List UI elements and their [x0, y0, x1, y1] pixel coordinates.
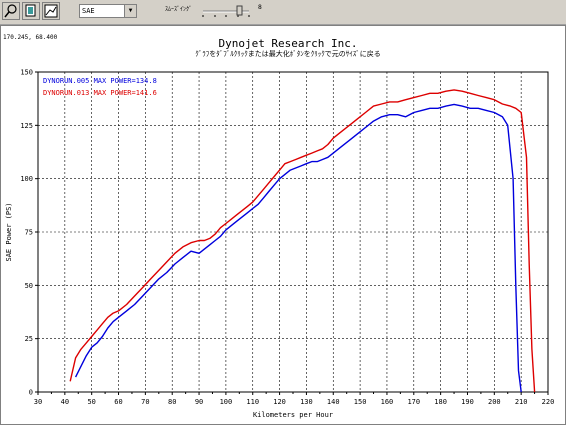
y-tick-label: 150 [20, 69, 33, 77]
chevron-down-icon[interactable]: ▼ [124, 5, 136, 17]
series-line-1 [74, 103, 522, 393]
x-tick-label: 210 [515, 398, 528, 406]
x-tick-label: 130 [300, 398, 313, 406]
smoothing-value: 8 [258, 4, 262, 11]
x-tick-label: 180 [434, 398, 447, 406]
y-tick-label: 50 [25, 282, 33, 290]
x-tick-label: 30 [34, 398, 42, 406]
copy-icon [25, 4, 36, 17]
x-axis-label: Kilometers per Hour [253, 411, 333, 419]
legend-entry-1: DYNORUN.005 MAX POWER=134.8 [43, 77, 157, 85]
toolbar: SAE ▼ ｽﾑｰｽﾞｲﾝｸﾞ 8 [0, 0, 566, 25]
chart-subtitle: ｸﾞﾗﾌをﾀﾞﾌﾞﾙｸﾘｯｸまたは最大化ﾎﾞﾀﾝをｸﾘｯｸで元のｻｲｽﾞに戻る [195, 49, 381, 58]
y-tick-label: 0 [29, 389, 33, 397]
y-tick-label: 75 [25, 229, 33, 237]
correction-select-value: SAE [82, 7, 95, 15]
legend-entry-2: DYNORUN.013 MAX POWER=141.6 [43, 89, 157, 97]
x-tick-label: 220 [542, 398, 555, 406]
y-tick-label: 125 [20, 122, 33, 130]
copy-button[interactable] [22, 2, 40, 20]
y-axis-label: SAE Power (PS) [5, 202, 13, 261]
y-tick-label: 25 [25, 335, 33, 343]
zoom-icon [4, 4, 17, 18]
x-tick-label: 60 [114, 398, 122, 406]
chart-title: Dynojet Research Inc. [218, 37, 357, 50]
zoom-button[interactable] [2, 2, 20, 20]
x-tick-label: 170 [407, 398, 420, 406]
x-tick-label: 70 [141, 398, 149, 406]
x-tick-label: 80 [168, 398, 176, 406]
x-tick-label: 200 [488, 398, 501, 406]
x-tick-label: 50 [87, 398, 95, 406]
correction-select[interactable]: SAE ▼ [79, 4, 137, 18]
x-tick-label: 100 [220, 398, 233, 406]
x-tick-label: 90 [195, 398, 203, 406]
graph-icon [44, 4, 58, 18]
x-tick-label: 140 [327, 398, 340, 406]
slider-thumb[interactable] [236, 5, 243, 16]
x-tick-label: 190 [461, 398, 474, 406]
smoothing-label: ｽﾑｰｽﾞｲﾝｸﾞ [165, 6, 193, 13]
x-tick-label: 40 [61, 398, 69, 406]
series-line-2 [69, 89, 536, 393]
y-tick-label: 100 [20, 175, 33, 183]
x-tick-label: 150 [354, 398, 367, 406]
x-tick-label: 110 [246, 398, 259, 406]
graph-button[interactable] [42, 2, 60, 20]
x-tick-label: 120 [273, 398, 286, 406]
smoothing-slider[interactable] [201, 3, 251, 19]
cursor-readout: 170.245, 68.400 [3, 34, 58, 41]
x-tick-label: 160 [381, 398, 394, 406]
